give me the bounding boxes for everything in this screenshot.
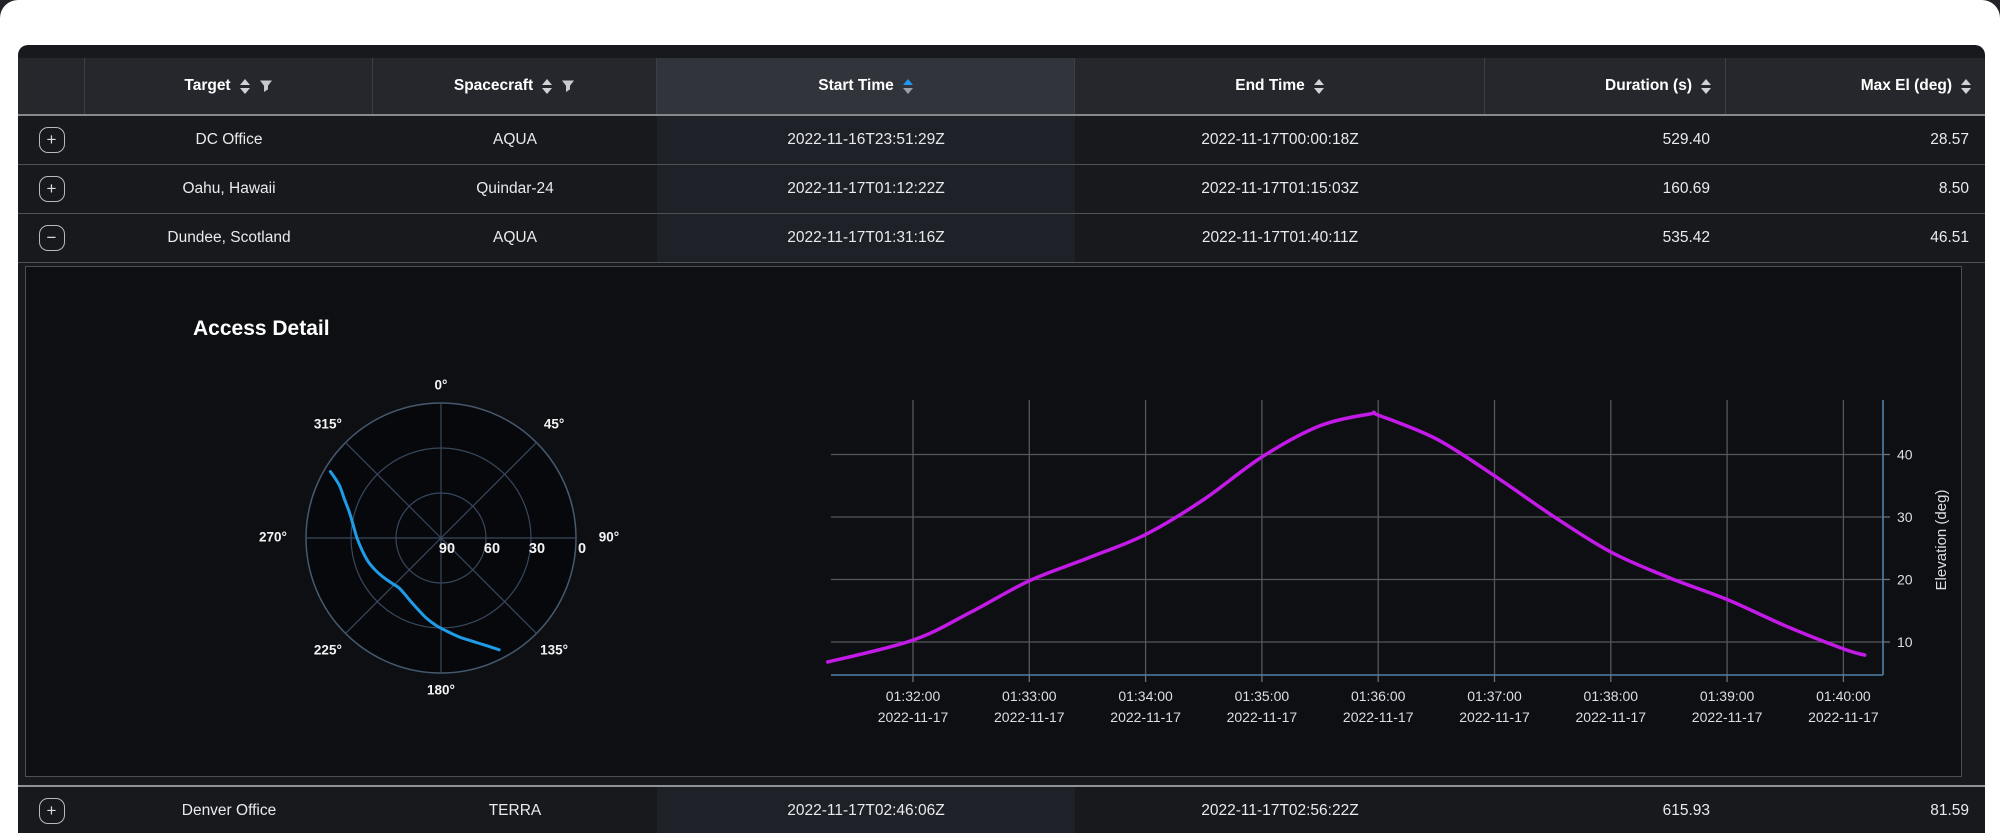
column-label: Duration (s) [1605,77,1692,94]
table-header-row: Target Spacecraft Start Time End Time Du… [18,58,1985,116]
expand-cell: + [18,116,85,164]
svg-text:2022-11-17: 2022-11-17 [994,709,1065,725]
access-detail-panel: Access Detail 0° 45° 90° 135° 180° 225° 270° 31… [25,266,1962,777]
svg-text:01:39:00: 01:39:00 [1700,688,1755,704]
sort-icon [1701,78,1711,94]
column-header-expand [18,58,85,114]
max-el-cell: 46.51 [1930,229,1969,246]
svg-text:60: 60 [484,541,500,557]
expand-cell: + [18,165,85,213]
column-header-target[interactable]: Target [85,58,373,114]
sort-icon [1313,78,1324,94]
access-table-window: Target Spacecraft Start Time End Time Du… [18,45,1985,833]
svg-text:2022-11-17: 2022-11-17 [1808,709,1879,725]
svg-text:30: 30 [1897,509,1913,525]
filter-icon[interactable] [561,79,575,93]
svg-text:225°: 225° [314,643,342,658]
column-label: Start Time [818,77,894,94]
duration-cell: 160.69 [1662,180,1710,197]
expand-row-button[interactable]: + [38,127,65,153]
svg-text:01:33:00: 01:33:00 [1002,688,1057,704]
polar-sky-plot[interactable]: 0° 45° 90° 135° 180° 225° 270° 315° 90 60 30 0 [251,363,631,719]
max-el-cell: 81.59 [1930,802,1969,819]
svg-text:90°: 90° [599,530,619,545]
column-label: Max El (deg) [1860,77,1952,94]
svg-text:01:32:00: 01:32:00 [886,688,941,704]
target-cell: Oahu, Hawaii [182,180,276,197]
svg-text:180°: 180° [427,683,455,698]
svg-text:2022-11-17: 2022-11-17 [1459,709,1530,725]
end-time-cell: 2022-11-17T00:00:18Z [1201,131,1359,148]
svg-text:270°: 270° [259,530,287,545]
duration-cell: 529.40 [1662,131,1710,148]
end-time-cell: 2022-11-17T02:56:22Z [1201,802,1359,819]
svg-text:0: 0 [578,541,586,557]
svg-text:2022-11-17: 2022-11-17 [1227,709,1298,725]
column-header-max-el[interactable]: Max El (deg) [1726,58,1985,114]
table-row[interactable]: + Denver Office TERRA 2022-11-17T02:46:0… [18,785,1985,833]
column-header-start-time[interactable]: Start Time [657,58,1075,114]
svg-text:01:40:00: 01:40:00 [1816,688,1871,704]
max-el-cell: 8.50 [1938,180,1969,197]
end-time-cell: 2022-11-17T01:40:11Z [1201,229,1359,246]
svg-text:2022-11-17: 2022-11-17 [1343,709,1414,725]
svg-text:2022-11-17: 2022-11-17 [1110,709,1181,725]
column-header-spacecraft[interactable]: Spacecraft [373,58,657,114]
expand-cell: + [18,787,85,833]
svg-text:135°: 135° [540,643,568,658]
start-time-cell: 2022-11-16T23:51:29Z [657,116,1075,164]
table-row-expanded[interactable]: − Dundee, Scotland AQUA 2022-11-17T01:31… [18,214,1985,263]
start-time-cell: 2022-11-17T01:12:22Z [657,165,1075,213]
table-row[interactable]: + DC Office AQUA 2022-11-16T23:51:29Z 20… [18,116,1985,165]
svg-text:2022-11-17: 2022-11-17 [1576,709,1647,725]
svg-text:01:35:00: 01:35:00 [1235,688,1290,704]
start-time-cell: 2022-11-17T02:46:06Z [657,787,1075,833]
table-row[interactable]: + Oahu, Hawaii Quindar-24 2022-11-17T01:… [18,165,1985,214]
svg-text:0°: 0° [435,378,448,393]
expand-row-button[interactable]: + [38,798,65,824]
access-detail-title: Access Detail [193,317,330,340]
svg-text:20: 20 [1897,572,1913,588]
svg-text:315°: 315° [314,416,342,431]
svg-text:01:34:00: 01:34:00 [1118,688,1173,704]
spacecraft-cell: AQUA [493,131,537,148]
duration-cell: 615.93 [1662,802,1710,819]
start-time-cell: 2022-11-17T01:31:16Z [657,214,1075,262]
target-cell: Dundee, Scotland [167,229,291,246]
svg-text:10: 10 [1897,634,1913,650]
spacecraft-cell: TERRA [488,802,542,819]
svg-text:Elevation (deg): Elevation (deg) [1933,490,1950,591]
elevation-time-chart[interactable]: 01:32:00 2022-11-17 01:33:00 2022-11-17 01:3… [646,377,1956,757]
filter-icon[interactable] [259,79,273,93]
svg-text:90: 90 [439,541,455,557]
svg-text:2022-11-17: 2022-11-17 [1692,709,1763,725]
expand-row-button[interactable]: + [38,176,65,202]
target-cell: Denver Office [181,802,277,819]
expand-cell: − [18,214,85,262]
svg-text:2022-11-17: 2022-11-17 [878,709,949,725]
column-label: Target [184,77,231,94]
svg-text:45°: 45° [544,416,564,431]
sort-icon [239,78,250,94]
sort-icon [1961,78,1971,94]
svg-text:01:38:00: 01:38:00 [1584,688,1639,704]
collapse-row-button[interactable]: − [38,225,65,251]
column-header-end-time[interactable]: End Time [1075,58,1485,114]
column-header-duration[interactable]: Duration (s) [1485,58,1726,114]
sort-icon [542,78,553,94]
spacecraft-cell: Quindar-24 [476,180,554,197]
svg-text:40: 40 [1897,447,1913,463]
spacecraft-cell: AQUA [493,229,537,246]
svg-text:30: 30 [529,541,545,557]
max-el-cell: 28.57 [1930,131,1969,148]
end-time-cell: 2022-11-17T01:15:03Z [1201,180,1359,197]
svg-text:01:37:00: 01:37:00 [1467,688,1522,704]
column-label: Spacecraft [453,77,534,94]
sort-ascending-icon [902,78,913,94]
duration-cell: 535.42 [1662,229,1710,246]
svg-text:01:36:00: 01:36:00 [1351,688,1406,704]
target-cell: DC Office [195,131,263,148]
column-label: End Time [1235,77,1305,94]
